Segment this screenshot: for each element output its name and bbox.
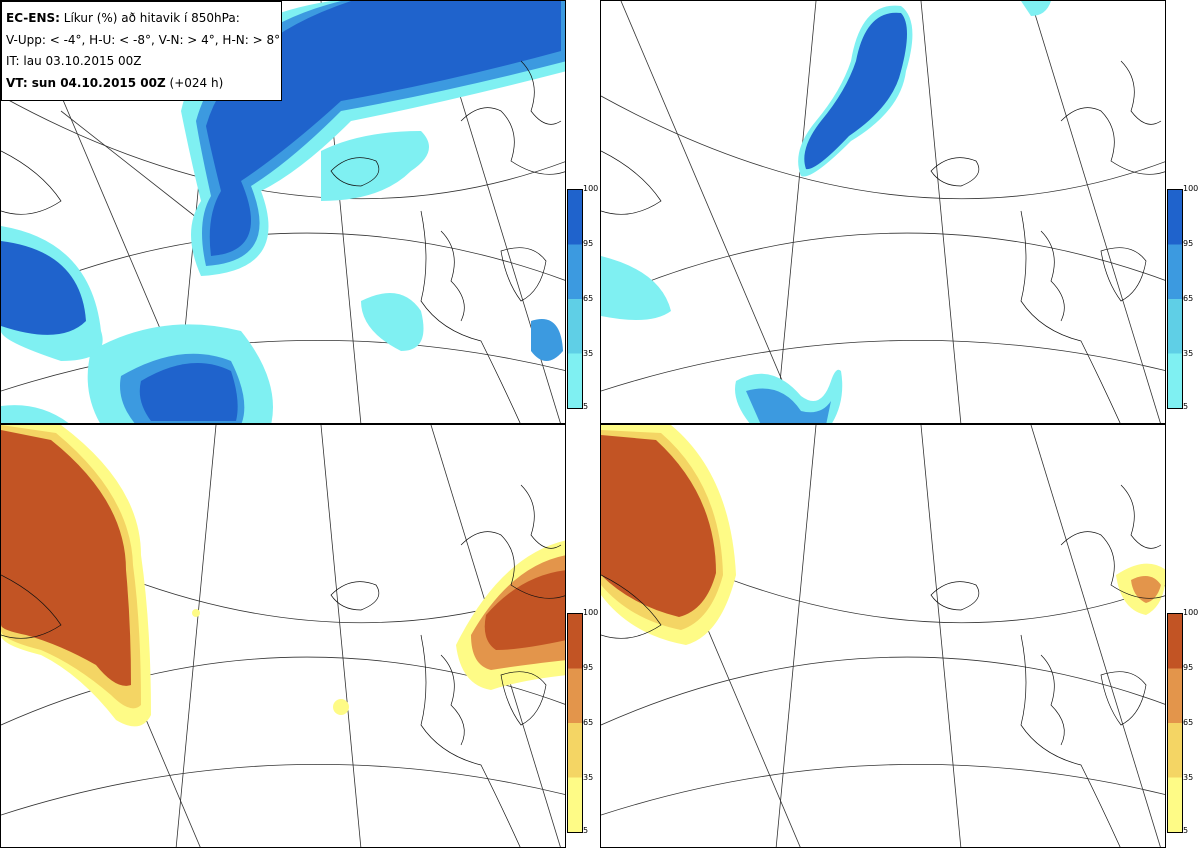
legend-tick: 95 [583, 239, 594, 248]
map-panel-cold-8 [600, 0, 1166, 424]
legend-tick: 100 [583, 184, 599, 193]
cold-anomaly-map-8 [601, 1, 1165, 423]
coastlines [601, 484, 1165, 847]
coastlines [1, 60, 565, 423]
legend-tick: 65 [583, 718, 594, 727]
model-name: EC-ENS: [6, 11, 60, 25]
legend-cold-top-left [567, 189, 583, 409]
probability-shading [601, 425, 1165, 645]
legend-tick: 5 [1183, 826, 1189, 835]
legend-tick: 5 [583, 826, 589, 835]
coastlines [1, 484, 565, 847]
map-panel-warm-4 [0, 424, 566, 848]
map-panel-warm-8 [600, 424, 1166, 848]
probability-shading [1, 425, 565, 727]
threshold-legend: V-Upp: < -4°, H-U: < -8°, V-N: > 4°, H-N… [6, 32, 281, 47]
warm-anomaly-map-8 [601, 425, 1165, 847]
legend-cold-top-right [1167, 189, 1183, 409]
legend-tick: 100 [1183, 184, 1199, 193]
legend-tick: 95 [583, 663, 594, 672]
legend-tick: 65 [1183, 718, 1194, 727]
legend-tick: 35 [583, 773, 594, 782]
legend-warm-bottom-left [567, 613, 583, 833]
legend-tick: 100 [1183, 608, 1199, 617]
lead-time: (+024 h) [165, 75, 224, 90]
valid-time: VT: sun 04.10.2015 00Z [6, 75, 166, 90]
warm-anomaly-map-4 [1, 425, 565, 847]
probability-shading [601, 1, 1051, 423]
cold-anomaly-map-4 [1, 1, 565, 423]
probability-shading [1, 1, 565, 423]
legend-tick: 65 [583, 294, 594, 303]
legend-tick: 100 [583, 608, 599, 617]
legend-tick: 95 [1183, 239, 1194, 248]
legend-tick: 35 [1183, 349, 1194, 358]
map-panel-cold-4: EC-ENS: Líkur (%) að hitavik í 850hPa: V… [0, 0, 566, 424]
graticule [601, 425, 1165, 847]
legend-tick: 65 [1183, 294, 1194, 303]
initial-time: IT: lau 03.10.2015 00Z [6, 54, 142, 68]
legend-tick: 35 [583, 349, 594, 358]
legend-tick: 5 [1183, 402, 1189, 411]
legend-tick: 95 [1183, 663, 1194, 672]
forecast-description: Líkur (%) að hitavik í 850hPa: [59, 11, 240, 25]
coastlines [601, 60, 1165, 423]
graticule [601, 1, 1165, 423]
forecast-info-box: EC-ENS: Líkur (%) að hitavik í 850hPa: V… [1, 1, 282, 101]
legend-tick: 5 [583, 402, 589, 411]
legend-warm-bottom-right [1167, 613, 1183, 833]
legend-tick: 35 [1183, 773, 1194, 782]
